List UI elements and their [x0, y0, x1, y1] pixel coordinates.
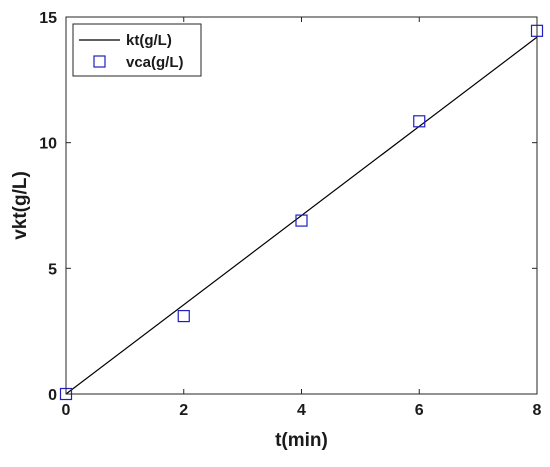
- y-tick-label: 10: [39, 136, 57, 153]
- y-axis-label: vkt(g/L): [10, 171, 31, 240]
- y-tick-label: 15: [39, 10, 57, 27]
- x-tick-label: 8: [533, 402, 542, 419]
- legend-square-swatch: [93, 55, 106, 68]
- legend-entry-vca: vca(g/L): [126, 54, 184, 71]
- x-tick-label: 0: [62, 402, 71, 419]
- legend-entry-kt: kt(g/L): [126, 32, 172, 49]
- y-tick-label: 5: [48, 261, 57, 278]
- x-tick-label: 4: [297, 402, 306, 419]
- y-tick-label: 0: [48, 387, 57, 404]
- x-tick-label: 2: [179, 402, 188, 419]
- data-point-vca: [413, 115, 426, 128]
- legend: kt(g/L) vca(g/L): [72, 23, 202, 77]
- x-tick-label: 6: [415, 402, 424, 419]
- plot-area: [66, 17, 537, 394]
- data-point-vca: [177, 309, 190, 323]
- x-axis-label: t(min): [275, 430, 328, 451]
- ticks-layer: 0 2 4 6 8 0 5 10 15: [39, 10, 541, 419]
- data-point-vca: [295, 214, 308, 227]
